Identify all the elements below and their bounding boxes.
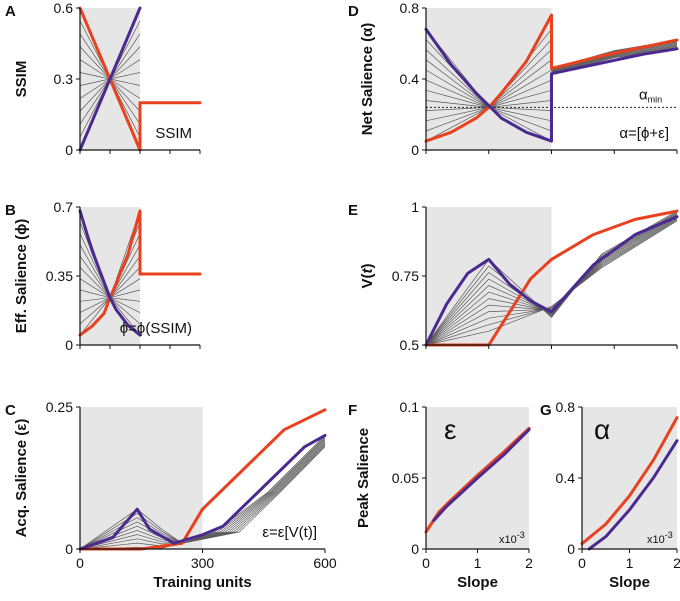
- annotation: ϕ=ϕ(SSIM): [120, 320, 192, 337]
- thin-curve: [425, 213, 678, 346]
- y-tick-label: 0: [65, 142, 73, 158]
- y-tick-label: 0.3: [54, 71, 74, 87]
- y-tick-label: 0.4: [400, 71, 420, 87]
- x-tick-label: 2: [673, 555, 680, 571]
- y-tick-label: 0: [411, 142, 419, 158]
- y-tick-label: 0: [65, 337, 73, 353]
- y-axis-label: SSIM: [13, 61, 30, 98]
- thin-curve: [551, 45, 678, 73]
- y-axis-label: Net Salience (α): [359, 23, 376, 136]
- panel-label: A: [5, 3, 16, 20]
- x-tick-label: 600: [313, 555, 337, 571]
- series-purple: [78, 209, 142, 337]
- series-red: [580, 416, 679, 546]
- x-tick-label: 2: [525, 555, 533, 571]
- thin-curve: [425, 218, 678, 346]
- scale-label: x10-3: [647, 530, 673, 546]
- series-purple: [78, 6, 142, 152]
- annotation: SSIM: [155, 125, 192, 142]
- y-tick-label: 0.6: [54, 0, 74, 16]
- y-axis-label: Peak Salience: [355, 428, 372, 528]
- thin-curve: [551, 46, 678, 74]
- panel-a: 0 0.3 0.6 A SSIM SSIM: [5, 0, 202, 158]
- y-tick-label: 0.75: [392, 268, 419, 284]
- shaded-region: [582, 407, 677, 549]
- series-red: [78, 209, 202, 337]
- shaded-region: [80, 207, 140, 345]
- panel-label: B: [5, 202, 16, 219]
- series-red: [424, 209, 679, 347]
- panel-e: 0.5 0.75 1 E V(t): [348, 199, 679, 353]
- y-tick-label: 0.5: [400, 337, 420, 353]
- shaded-region: [426, 8, 552, 150]
- y-tick-label: 0: [411, 541, 419, 557]
- series-red: [424, 13, 679, 143]
- thin-curve: [425, 219, 678, 346]
- symbol-label: ε: [444, 414, 456, 445]
- x-tick-label: 0: [578, 555, 586, 571]
- y-tick-label: 0.8: [556, 399, 576, 415]
- thin-curve: [425, 217, 678, 346]
- alpha-min-label: αmin: [639, 86, 662, 104]
- shaded-region: [426, 207, 552, 345]
- y-tick-label: 0.05: [392, 470, 419, 486]
- y-tick-label: 0.7: [54, 199, 74, 215]
- series-purple: [424, 27, 679, 143]
- panel-label: G: [540, 402, 552, 419]
- y-tick-label: 0.4: [556, 470, 576, 486]
- series-purple: [424, 215, 679, 347]
- scale-label: x10-3: [499, 530, 525, 546]
- y-axis-label: Acq. Salience (ε): [13, 419, 30, 538]
- annotation: ε=ε[V(t)]: [262, 524, 317, 541]
- panel-f: 0 0.05 0.1 0 1 2 F Peak Salience Slope ε x10-3: [348, 399, 533, 591]
- x-axis-label: Training units: [153, 574, 251, 591]
- y-tick-label: 0.8: [400, 0, 420, 16]
- x-tick-label: 0: [422, 555, 430, 571]
- x-tick-label: 300: [191, 555, 215, 571]
- panel-label: C: [5, 402, 16, 419]
- x-axis-label: Slope: [457, 574, 498, 591]
- y-tick-label: 0: [567, 541, 575, 557]
- y-tick-label: 0: [65, 541, 73, 557]
- series-purple: [78, 433, 327, 551]
- panel-label: F: [348, 402, 357, 419]
- x-tick-label: 1: [626, 555, 634, 571]
- y-axis-label: Eff. Salience (ϕ): [13, 219, 30, 334]
- series-purple: [432, 428, 531, 523]
- thin-curve: [425, 220, 678, 346]
- y-axis-label: V(t): [359, 264, 376, 289]
- x-tick-label: 1: [474, 555, 482, 571]
- x-tick-label: 0: [76, 555, 84, 571]
- panel-label: D: [348, 3, 359, 20]
- series-purple: [587, 439, 679, 551]
- y-tick-label: 1: [411, 199, 419, 215]
- y-tick-label: 0.35: [46, 268, 73, 284]
- symbol-label: α: [594, 414, 610, 445]
- y-tick-label: 0.25: [46, 399, 73, 415]
- panel-label: E: [348, 202, 358, 219]
- annotation: α=[ϕ+ε]: [619, 125, 669, 142]
- x-axis-label: Slope: [609, 574, 650, 591]
- thin-curve: [551, 46, 678, 73]
- panel-g: 0 0.4 0.8 0 1 2 G Slope α x10-3: [540, 399, 680, 591]
- shaded-region: [80, 407, 203, 549]
- y-tick-label: 0.1: [400, 399, 420, 415]
